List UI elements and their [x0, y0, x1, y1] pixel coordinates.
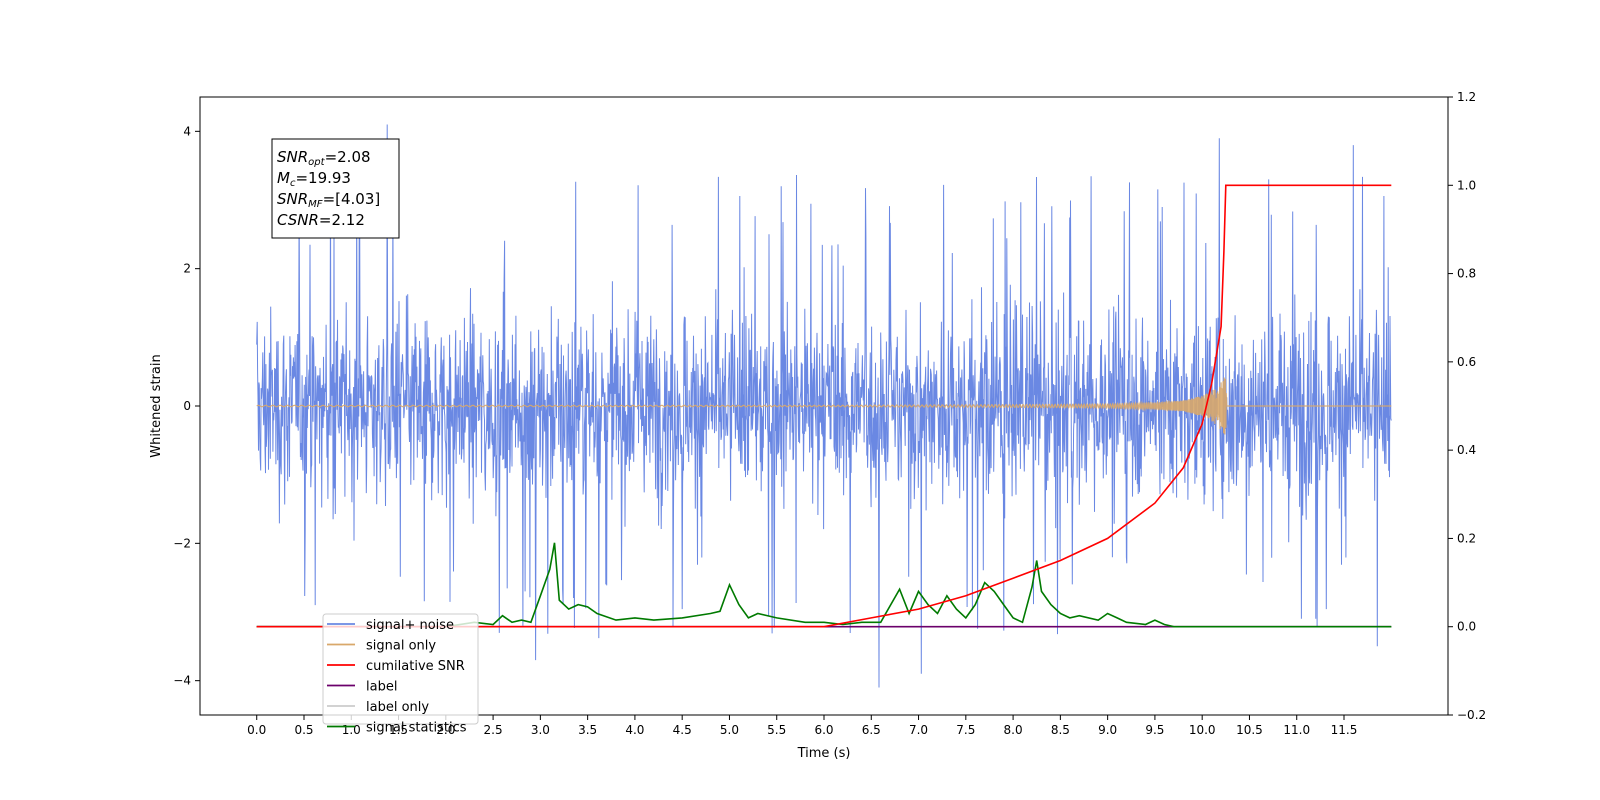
- x-tick-label: 10.5: [1236, 723, 1263, 737]
- x-axis-label: Time (s): [797, 746, 851, 761]
- x-tick-label: 5.0: [720, 723, 739, 737]
- annotation-line: SNRMF=[4.03]: [277, 190, 380, 210]
- x-tick-label: 6.5: [862, 723, 881, 737]
- legend-entry: signal+ noise: [366, 618, 454, 633]
- x-tick-label: 6.0: [814, 723, 833, 737]
- legend-entry: cumilative SNR: [366, 659, 465, 674]
- y-axis-label: Whitened strain: [149, 354, 164, 457]
- legend-frame: [322, 613, 479, 725]
- y-tick-label-right: 0.2: [1457, 531, 1476, 545]
- x-tick-label: 4.0: [625, 723, 644, 737]
- x-tick-label: 10.0: [1189, 723, 1216, 737]
- x-tick-label: 3.0: [531, 723, 550, 737]
- x-tick-label: 5.5: [767, 723, 786, 737]
- y-tick-label-right: −0.2: [1457, 708, 1486, 722]
- x-tick-label: 0.0: [247, 723, 266, 737]
- legend-entry: label: [366, 680, 397, 695]
- x-tick-label: 8.5: [1051, 723, 1070, 737]
- x-tick-label: 11.0: [1283, 723, 1310, 737]
- y-axis-right: −0.2 0.0 0.2 0.4 0.6 0.8 1.0 1.2: [1448, 90, 1486, 722]
- x-tick-label: 9.5: [1145, 723, 1164, 737]
- x-tick-label: 4.5: [673, 723, 692, 737]
- legend: signal+ noise signal only cumilative SNR la…: [322, 613, 479, 736]
- series-cumulative-snr: [256, 184, 1392, 628]
- x-tick-label: 11.5: [1331, 723, 1358, 737]
- annotation-frame: [271, 138, 400, 239]
- y-tick-label-left: 0: [183, 399, 191, 413]
- series-signal-statistics: [256, 542, 1392, 628]
- series-signal-only: [256, 377, 1392, 435]
- annotation-line: SNRopt=2.08: [277, 148, 371, 168]
- annotation-line: CSNR=2.12: [277, 211, 365, 229]
- x-tick-label: 1.0: [342, 723, 361, 737]
- y-tick-label-left: −4: [173, 674, 191, 688]
- x-tick-label: 7.0: [909, 723, 928, 737]
- x-tick-label: 8.0: [1004, 723, 1023, 737]
- y-tick-label-right: 0.0: [1457, 620, 1476, 634]
- y-tick-label-left: 2: [183, 262, 191, 276]
- legend-entry: label only: [366, 700, 429, 715]
- y-axis-left: −4 −2 0 2 4: [173, 124, 200, 688]
- y-tick-label-right: 0.4: [1457, 443, 1476, 457]
- y-tick-label-right: 1.2: [1457, 90, 1476, 104]
- x-tick-label: 2.0: [436, 723, 455, 737]
- x-tick-label: 9.0: [1098, 723, 1117, 737]
- y-tick-label-left: 4: [183, 124, 191, 138]
- annotation-line: Mc=19.93: [277, 169, 351, 189]
- y-tick-label-right: 0.8: [1457, 267, 1476, 281]
- x-tick-label: 2.5: [484, 723, 503, 737]
- legend-entry: signal statistics: [366, 721, 467, 736]
- y-tick-label-left: −2: [173, 536, 191, 550]
- x-tick-label: 1.5: [389, 723, 408, 737]
- legend-entry: signal only: [366, 639, 436, 654]
- x-tick-label: 7.5: [956, 723, 975, 737]
- x-tick-label: 0.5: [294, 723, 313, 737]
- y-tick-label-right: 1.0: [1457, 178, 1476, 192]
- x-axis: 0.0 0.5 1.0 1.5 2.0 2.5 3.0 3.5 4.0 4.5 5.0 5.5 6.0 6…: [247, 715, 1357, 737]
- x-tick-label: 3.5: [578, 723, 597, 737]
- y-tick-label-right: 0.6: [1457, 355, 1476, 369]
- series-signal-noise: [256, 124, 1392, 688]
